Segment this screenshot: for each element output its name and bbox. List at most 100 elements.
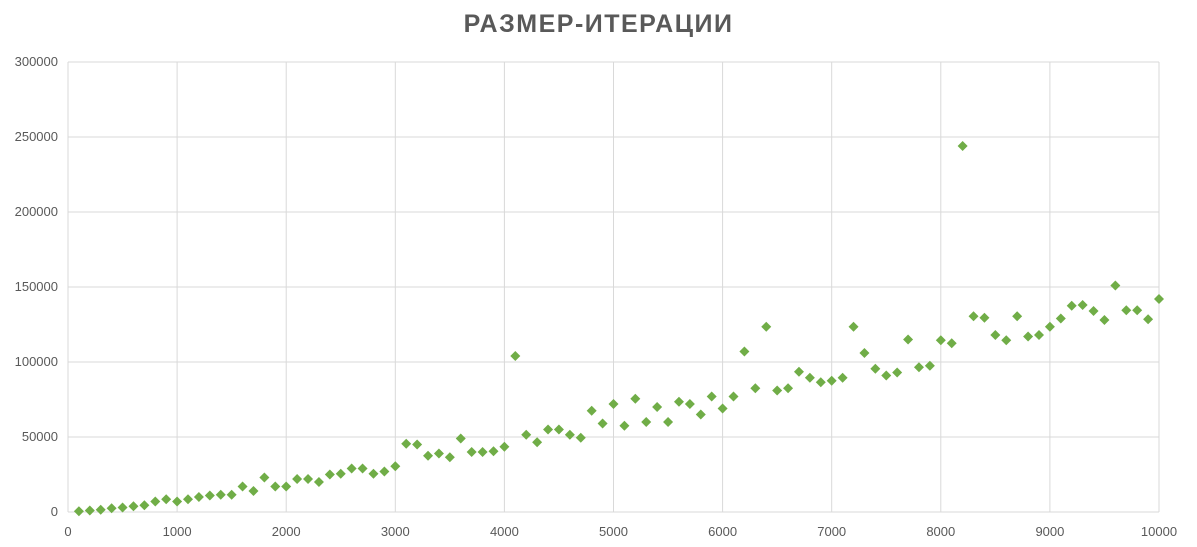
data-point: [543, 424, 554, 435]
data-point: [346, 463, 357, 474]
data-point: [870, 363, 881, 374]
data-point: [1044, 321, 1055, 332]
data-point: [1143, 314, 1154, 325]
data-point: [968, 311, 979, 322]
data-point: [1077, 300, 1088, 310]
x-tick-label: 6000: [708, 524, 737, 539]
data-point: [215, 489, 226, 500]
data-point: [946, 338, 957, 349]
data-point: [324, 469, 335, 480]
data-point: [510, 351, 521, 361]
data-point: [1012, 311, 1023, 322]
data-point: [630, 393, 641, 404]
data-point: [204, 490, 215, 501]
data-point: [761, 321, 772, 332]
data-point: [924, 360, 935, 371]
data-point: [488, 446, 499, 457]
data-point: [433, 448, 444, 459]
data-point: [117, 502, 128, 513]
data-point: [248, 486, 259, 496]
data-point: [270, 481, 281, 492]
data-point: [859, 348, 870, 358]
data-point: [892, 367, 903, 378]
y-tick-label: 150000: [15, 279, 58, 294]
data-point: [1001, 335, 1012, 346]
data-point: [804, 372, 815, 383]
data-point: [303, 474, 314, 484]
x-tick-label: 1000: [163, 524, 192, 539]
data-point: [815, 377, 826, 388]
data-point: [728, 391, 739, 402]
data-point: [848, 321, 859, 332]
data-point: [412, 439, 423, 450]
data-point: [455, 433, 466, 444]
y-tick-label: 0: [51, 504, 58, 519]
data-point: [1099, 315, 1110, 325]
data-point: [684, 399, 695, 409]
data-point: [444, 452, 455, 463]
chart-title: РАЗМЕР-ИТЕРАЦИИ: [463, 10, 734, 38]
data-point: [84, 505, 95, 516]
data-point: [401, 438, 412, 449]
x-tick-label: 0: [64, 524, 71, 539]
x-tick-label: 7000: [817, 524, 846, 539]
data-point: [608, 399, 619, 409]
data-point: [499, 441, 510, 452]
data-point: [717, 403, 728, 414]
data-point: [586, 405, 597, 416]
data-point: [783, 383, 794, 394]
data-point: [423, 450, 434, 461]
y-tick-label: 100000: [15, 354, 58, 369]
data-point: [172, 496, 183, 507]
data-point: [532, 437, 543, 448]
data-point: [772, 385, 783, 396]
data-point: [1066, 300, 1077, 311]
data-point: [1154, 294, 1164, 304]
y-tick-label: 50000: [22, 429, 58, 444]
data-point: [521, 429, 532, 440]
data-point: [979, 312, 990, 323]
data-point: [663, 417, 674, 427]
data-points: [73, 141, 1164, 517]
data-point: [739, 346, 750, 357]
data-point: [379, 466, 390, 477]
data-point: [226, 489, 237, 500]
data-point: [183, 494, 194, 505]
data-point: [957, 141, 968, 151]
data-point: [673, 396, 684, 407]
data-point: [564, 429, 575, 440]
data-point: [641, 417, 652, 427]
data-point: [706, 391, 717, 402]
data-point: [597, 418, 608, 429]
data-point: [292, 474, 303, 484]
tick-labels: 0 50000 100000 150000 200000 250000 300000 0 100…: [15, 54, 1177, 539]
x-tick-label: 9000: [1035, 524, 1064, 539]
data-point: [1055, 313, 1066, 324]
data-point: [652, 402, 663, 412]
data-point: [903, 334, 914, 345]
data-point: [837, 372, 848, 383]
data-point: [95, 504, 106, 515]
data-point: [368, 468, 379, 479]
data-point: [575, 432, 586, 443]
data-point: [793, 366, 804, 377]
data-point: [553, 424, 564, 435]
data-point: [161, 494, 172, 505]
data-point: [259, 472, 270, 483]
data-point: [990, 330, 1001, 340]
data-point: [128, 501, 139, 512]
data-point: [1088, 306, 1099, 316]
data-point: [695, 409, 706, 420]
x-tick-label: 3000: [381, 524, 410, 539]
data-point: [1132, 305, 1143, 316]
data-point: [73, 506, 84, 517]
data-point: [1033, 330, 1044, 340]
data-point: [106, 503, 117, 514]
x-tick-label: 8000: [926, 524, 955, 539]
data-point: [139, 500, 150, 511]
x-tick-label: 4000: [490, 524, 519, 539]
data-point: [357, 463, 368, 474]
data-point: [826, 375, 837, 386]
